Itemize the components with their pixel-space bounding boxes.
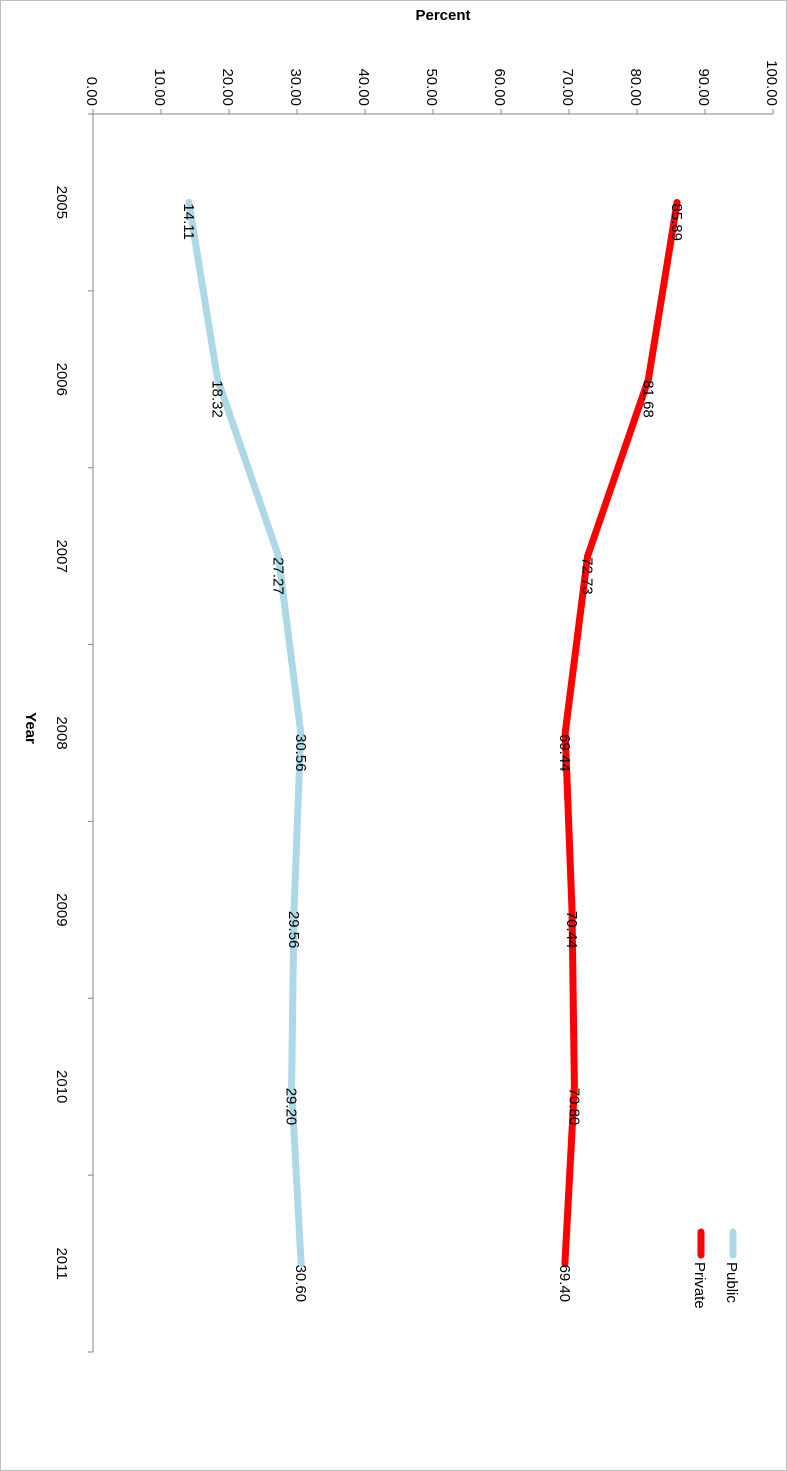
percent-tick-label: 70.00: [559, 68, 576, 106]
series-lines: [185, 198, 681, 1268]
data-label-private: 70.44: [563, 911, 580, 949]
series-line-private: [561, 198, 681, 1268]
percent-tick-label: 30.00: [287, 68, 304, 106]
data-label-public: 18.32: [209, 380, 226, 418]
percent-axis-title: Percent: [415, 7, 470, 24]
percent-tick-label: 0.00: [83, 77, 100, 106]
percent-tick-label: 60.00: [491, 68, 508, 106]
percent-tick-label: 80.00: [627, 68, 644, 106]
legend-label-private: Private: [691, 1262, 708, 1309]
series-line-public: [185, 198, 305, 1268]
data-label-public: 29.56: [285, 911, 302, 949]
year-tick-label: 2010: [53, 1070, 70, 1103]
data-label-public: 30.56: [292, 734, 309, 772]
percent-tick-label: 100.00: [763, 60, 780, 106]
data-label-private: 72.73: [579, 557, 596, 595]
data-label-public: 14.11: [180, 203, 197, 239]
tick-labels: 0.00 10.00 20.00 30.00 40.00 50.00 60.00 70.00 8…: [53, 60, 780, 1280]
data-labels: 14.11 18.32 27.27 30.56 29.56 29.20 30.60 85.89…: [180, 203, 685, 1302]
data-label-public: 29.20: [283, 1088, 300, 1126]
year-axis-title: Year: [22, 712, 39, 744]
tick-marks: [88, 109, 774, 1353]
data-label-private: 69.44: [556, 734, 573, 772]
percent-tick-label: 20.00: [219, 68, 236, 106]
year-tick-label: 2005: [53, 186, 70, 219]
data-label-public: 27.27: [269, 557, 286, 595]
year-tick-label: 2008: [53, 716, 70, 749]
legend: Public Private: [691, 1228, 740, 1309]
year-tick-label: 2009: [53, 893, 70, 926]
legend-label-public: Public: [723, 1262, 740, 1303]
data-label-private: 81.68: [639, 380, 656, 418]
percent-tick-label: 90.00: [695, 68, 712, 106]
data-label-private: 85.89: [668, 203, 685, 241]
year-tick-label: 2007: [53, 539, 70, 572]
percent-tick-label: 40.00: [355, 68, 372, 106]
data-label-private: 70.80: [565, 1088, 582, 1126]
data-label-private: 69.40: [556, 1265, 573, 1303]
year-tick-label: 2011: [53, 1247, 70, 1279]
year-tick-label: 2006: [53, 363, 70, 396]
percent-tick-label: 10.00: [151, 68, 168, 106]
percent-tick-label: 50.00: [423, 68, 440, 106]
data-label-public: 30.60: [292, 1265, 309, 1303]
